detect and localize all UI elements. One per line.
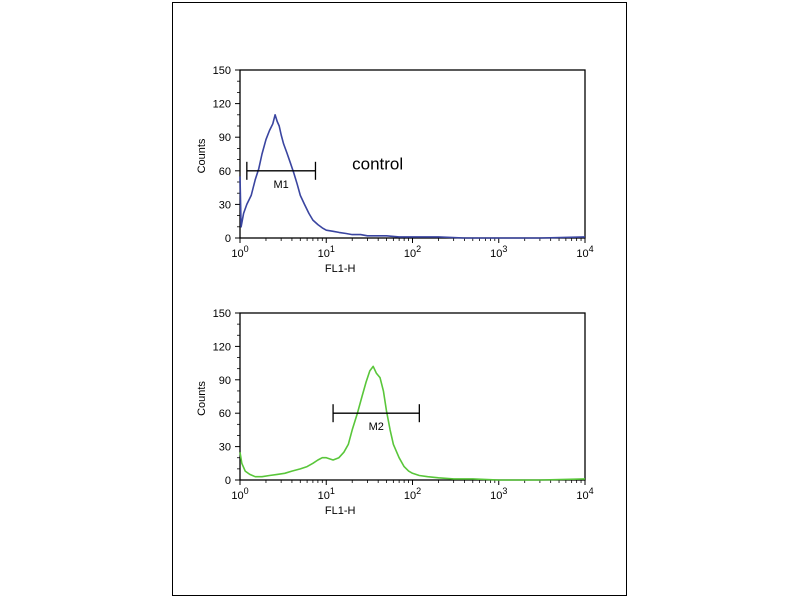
x-tick-base: 10 [404,248,416,260]
control-annotation: control [352,155,403,174]
x-tick-base: 10 [318,248,330,260]
y-tick-label: 30 [219,199,231,211]
x-tick-exponent: 0 [244,486,249,496]
x-tick-exponent: 1 [330,486,335,496]
x-tick-label: 100 [231,486,248,502]
y-tick-label: 90 [219,132,231,144]
y-tick-label: 120 [213,341,231,353]
y-axis-label: Counts [196,138,208,173]
y-tick-label: 30 [219,442,231,454]
x-tick-base: 10 [490,248,502,260]
y-tick-label: 120 [213,99,231,111]
x-tick-label: 101 [318,486,335,502]
x-tick-base: 10 [404,490,416,502]
x-tick-label: 103 [490,244,507,260]
y-tick-label: 150 [213,65,231,77]
histogram-series-1 [239,365,586,481]
y-tick-label: 0 [225,233,231,245]
x-axis-label: FL1-H [325,505,356,517]
plot-area [239,69,586,239]
x-axis-label: FL1-H [325,263,356,275]
x-tick-exponent: 3 [502,244,507,254]
gate-label: M1 [274,179,289,191]
x-tick-exponent: 4 [589,486,594,496]
x-tick-base: 10 [231,248,243,260]
y-tick-label: 60 [219,166,231,178]
x-tick-label: 102 [404,486,421,502]
histogram-series-1 [239,114,586,239]
x-tick-base: 10 [576,490,588,502]
y-tick-label: 0 [225,475,231,487]
x-tick-label: 102 [404,244,421,260]
gate-label: M2 [369,421,384,433]
plot-area [239,312,586,481]
x-tick-exponent: 0 [244,244,249,254]
x-tick-exponent: 1 [330,244,335,254]
x-tick-label: 100 [231,244,248,260]
figure-frame [172,2,627,596]
x-tick-label: 104 [576,486,593,502]
x-tick-base: 10 [576,248,588,260]
x-tick-base: 10 [490,490,502,502]
y-tick-label: 60 [219,408,231,420]
x-tick-exponent: 3 [502,486,507,496]
x-tick-exponent: 2 [416,244,421,254]
x-tick-base: 10 [231,490,243,502]
x-tick-exponent: 4 [589,244,594,254]
y-axis-label: Counts [196,381,208,416]
x-tick-base: 10 [318,490,330,502]
y-tick-label: 90 [219,375,231,387]
x-tick-exponent: 2 [416,486,421,496]
y-tick-label: 150 [213,308,231,320]
x-tick-label: 104 [576,244,593,260]
x-tick-label: 101 [318,244,335,260]
x-tick-label: 103 [490,486,507,502]
